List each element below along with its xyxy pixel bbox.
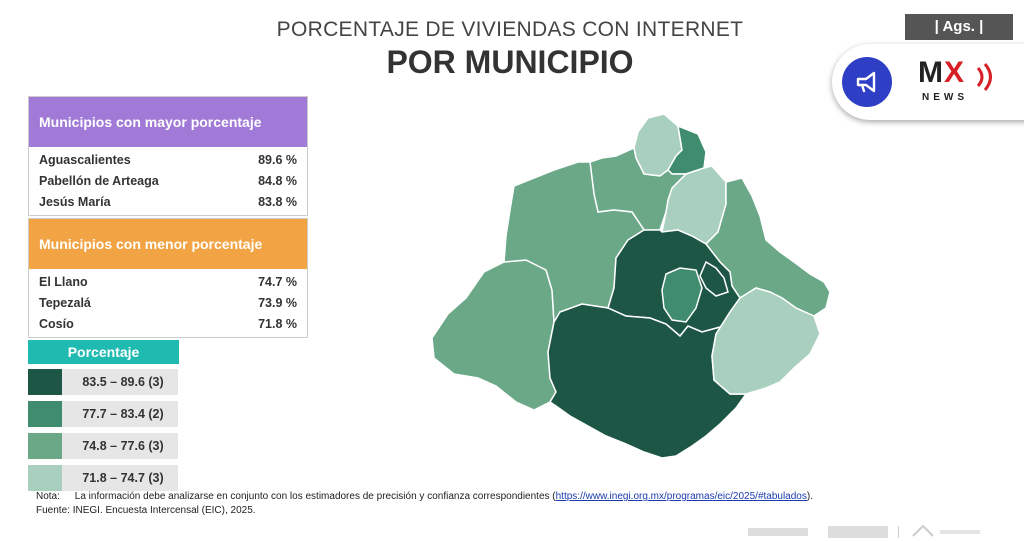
page-title-line1: PORCENTAJE DE VIVIENDAS CON INTERNET: [276, 18, 744, 41]
top-panel-row: Pabellón de Arteaga 84.8 %: [29, 171, 307, 192]
legend-swatch: [28, 369, 62, 395]
legend-label: 77.7 – 83.4 (2): [82, 407, 164, 421]
municipality-name: Cosío: [39, 317, 74, 331]
map-region-small-mid: [699, 260, 729, 297]
bottom-municipalities-panel: Municipios con menor porcentaje El Llano…: [28, 218, 308, 338]
footnote: Nota: La información debe analizarse en …: [36, 491, 813, 502]
note-text: La información debe analizarse en conjun…: [74, 491, 556, 502]
source-line: Fuente: INEGI. Encuesta Intercensal (EIC…: [36, 505, 256, 516]
brand-main-text: MX: [918, 56, 966, 89]
municipality-value: 83.8 %: [258, 195, 297, 209]
note-link[interactable]: https://www.inegi.org.mx/programas/eic/2…: [555, 491, 807, 502]
legend-title: Porcentaje: [28, 340, 179, 364]
bottom-panel-row: Tepezalá 73.9 %: [29, 293, 307, 314]
municipality-value: 71.8 %: [258, 317, 297, 331]
municipality-name: Aguascalientes: [39, 153, 131, 167]
municipality-map: [431, 113, 831, 459]
bottom-panel-row: El Llano 74.7 %: [29, 272, 307, 293]
page-title-line2: POR MUNICIPIO: [386, 44, 634, 80]
municipality-name: El Llano: [39, 275, 88, 289]
legend-item: 83.5 – 89.6 (3): [28, 369, 178, 395]
legend-label: 74.8 – 77.6 (3): [82, 439, 164, 453]
map-region-el-llano: [711, 287, 821, 395]
top-panel-row: Jesús María 83.8 %: [29, 192, 307, 213]
legend-swatch: [28, 465, 62, 491]
municipality-value: 74.7 %: [258, 275, 297, 289]
map-region-calvillo: [431, 259, 557, 411]
legend-label: 71.8 – 74.7 (3): [82, 471, 164, 485]
legend-label: 83.5 – 89.6 (3): [82, 375, 164, 389]
legend-swatch: [28, 433, 62, 459]
brand-logo: MX NEWS: [918, 54, 1002, 110]
municipality-value: 73.9 %: [258, 296, 297, 310]
brand-sub-text: NEWS: [922, 92, 968, 103]
state-badge: | Ags. |: [905, 14, 1013, 40]
top-panel-row: Aguascalientes 89.6 %: [29, 150, 307, 171]
municipality-name: Tepezalá: [39, 296, 91, 310]
signal-waves-icon: [976, 63, 992, 91]
legend-item: 77.7 – 83.4 (2): [28, 401, 178, 427]
brand-badge: MX NEWS: [832, 44, 1024, 120]
note-end: ).: [806, 491, 813, 502]
map-region-san-francisco-de-los-romo: [661, 267, 703, 323]
bottom-panel-row: Cosío 71.8 %: [29, 314, 307, 335]
municipality-name: Jesús María: [39, 195, 111, 209]
footer-logos: [748, 524, 1008, 538]
top-municipalities-panel: Municipios con mayor porcentaje Aguascal…: [28, 96, 308, 216]
legend-item: 71.8 – 74.7 (3): [28, 465, 178, 491]
municipality-value: 84.8 %: [258, 174, 297, 188]
legend-swatch: [28, 401, 62, 427]
megaphone-icon: [842, 57, 892, 107]
note-label: Nota:: [36, 491, 60, 502]
municipality-name: Pabellón de Arteaga: [39, 174, 159, 188]
top-panel-title: Municipios con mayor porcentaje: [29, 97, 307, 147]
legend-item: 74.8 – 77.6 (3): [28, 433, 178, 459]
bottom-panel-title: Municipios con menor porcentaje: [29, 219, 307, 269]
municipality-value: 89.6 %: [258, 153, 297, 167]
